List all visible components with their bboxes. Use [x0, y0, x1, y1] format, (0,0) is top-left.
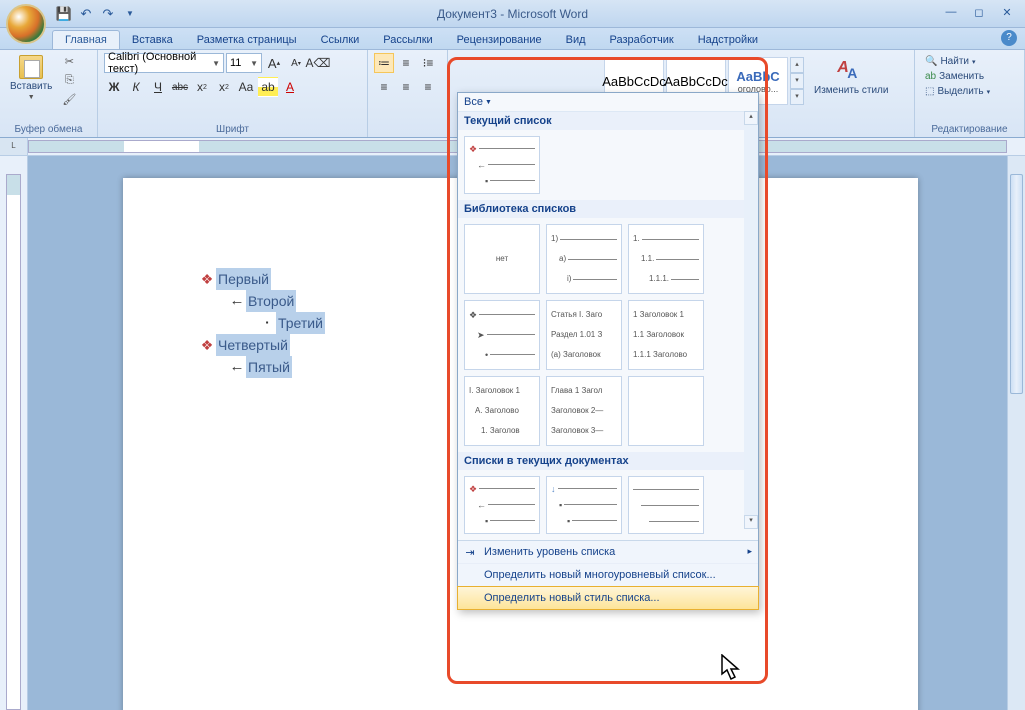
replace-button[interactable]: abЗаменить	[921, 70, 1018, 83]
grow-font-icon[interactable]: A▴	[264, 53, 284, 73]
font-size-combo[interactable]: 11▼	[226, 53, 262, 73]
shrink-font-icon[interactable]: A▾	[286, 53, 306, 73]
format-painter-icon[interactable]: 🖌	[60, 93, 78, 109]
strike-button[interactable]: abc	[170, 77, 190, 97]
indent-icon: ⇥	[462, 546, 478, 559]
list-thumb[interactable]	[628, 476, 704, 534]
group-editing: 🔍Найти ▾ abЗаменить ⬚Выделить ▾ Редактир…	[915, 50, 1025, 137]
window-title: Документ3 - Microsoft Word	[437, 7, 588, 21]
find-icon: 🔍	[925, 56, 937, 67]
ribbon-tabs: Главная Вставка Разметка страницы Ссылки…	[0, 28, 1025, 50]
tab-references[interactable]: Ссылки	[309, 31, 372, 49]
tab-addins[interactable]: Надстройки	[686, 31, 770, 49]
list-thumb-none[interactable]: нет	[464, 224, 540, 294]
cut-icon[interactable]: ✂	[60, 55, 78, 71]
title-bar: 💾 ↶ ↷ ▼ Документ3 - Microsoft Word — ◻ ✕	[0, 0, 1025, 28]
gallery-section-current: Текущий список	[458, 112, 758, 130]
scrollbar-vertical[interactable]	[1007, 156, 1025, 710]
save-icon[interactable]: 💾	[55, 5, 73, 23]
group-font: Calibri (Основной текст)▼ 11▼ A▴ A▾ A⌫ Ж…	[98, 50, 368, 137]
gallery-filter-all[interactable]: Все▼	[458, 93, 758, 112]
gallery-scrollbar[interactable]: ▴▾	[744, 111, 758, 529]
tab-view[interactable]: Вид	[554, 31, 598, 49]
select-button[interactable]: ⬚Выделить ▾	[921, 85, 1018, 98]
align-left-icon[interactable]: ≡	[374, 77, 394, 97]
ruler-vertical[interactable]	[0, 156, 28, 710]
list-thumb[interactable]: 1 Заголовок 1 1.1 Заголовок 1.1.1 Заголо…	[628, 300, 704, 370]
help-icon[interactable]: ?	[1001, 30, 1017, 46]
tab-mailings[interactable]: Рассылки	[371, 31, 444, 49]
highlight-icon[interactable]: ab	[258, 77, 278, 97]
multilevel-list-gallery: Все▼ Текущий список ❖ ← ▪ Библиотека спи…	[457, 92, 759, 610]
gallery-section-recent: Списки в текущих документах	[458, 452, 758, 470]
group-paragraph: ≔ ≡ ⁝≡ ≡ ≡ ≡	[368, 50, 448, 137]
multilevel-icon[interactable]: ⁝≡	[418, 53, 438, 73]
list-thumb-current[interactable]: ❖ ← ▪	[464, 136, 540, 194]
list-thumb[interactable]: Глава 1 Загол Заголовок 2— Заголовок 3—	[546, 376, 622, 446]
list-thumb[interactable]: 1. 1.1. 1.1.1.	[628, 224, 704, 294]
list-thumb[interactable]: ↓ ▪ ▪	[546, 476, 622, 534]
menu-define-style[interactable]: Определить новый стиль списка...	[457, 586, 759, 610]
font-name-combo[interactable]: Calibri (Основной текст)▼	[104, 53, 224, 73]
superscript-icon[interactable]: x2	[214, 77, 234, 97]
redo-icon[interactable]: ↷	[99, 5, 117, 23]
tab-layout[interactable]: Разметка страницы	[185, 31, 309, 49]
copy-icon[interactable]: ⎘	[60, 74, 78, 90]
tab-review[interactable]: Рецензирование	[445, 31, 554, 49]
tab-developer[interactable]: Разработчик	[598, 31, 686, 49]
undo-icon[interactable]: ↶	[77, 5, 95, 23]
qat-dropdown-icon[interactable]: ▼	[121, 5, 139, 23]
quick-access-toolbar: 💾 ↶ ↷ ▼	[55, 5, 139, 23]
change-styles-button[interactable]: Изменить стили	[810, 57, 892, 98]
list-thumb[interactable]: ❖ ← ▪	[464, 476, 540, 534]
paste-icon	[19, 55, 43, 79]
subscript-icon[interactable]: x2	[192, 77, 212, 97]
bullets-icon[interactable]: ≔	[374, 53, 394, 73]
tab-insert[interactable]: Вставка	[120, 31, 185, 49]
office-button[interactable]	[6, 4, 46, 44]
close-button[interactable]: ✕	[997, 6, 1017, 22]
tab-home[interactable]: Главная	[52, 30, 120, 49]
styles-scroll[interactable]: ▴▾▾	[790, 57, 804, 105]
bold-button[interactable]: Ж	[104, 77, 124, 97]
menu-define-list[interactable]: Определить новый многоуровневый список..…	[458, 564, 758, 587]
align-center-icon[interactable]: ≡	[396, 77, 416, 97]
ruler-corner: L	[0, 138, 28, 155]
list-thumb[interactable]: ❖ ➤ •	[464, 300, 540, 370]
list-thumb[interactable]: 1) a) i)	[546, 224, 622, 294]
maximize-button[interactable]: ◻	[969, 6, 989, 22]
clear-format-icon[interactable]: A⌫	[308, 53, 328, 73]
list-thumb[interactable]: I. Заголовок 1 A. Заголово 1. Заголов	[464, 376, 540, 446]
list-thumb-empty[interactable]	[628, 376, 704, 446]
select-icon: ⬚	[925, 86, 934, 97]
minimize-button[interactable]: —	[941, 6, 961, 22]
list-thumb[interactable]: Статья I. Заго Раздел 1.01 З (a) Заголов…	[546, 300, 622, 370]
replace-icon: ab	[925, 71, 936, 82]
change-case-icon[interactable]: Aa	[236, 77, 256, 97]
find-button[interactable]: 🔍Найти ▾	[921, 55, 1018, 68]
underline-button[interactable]: Ч	[148, 77, 168, 97]
align-right-icon[interactable]: ≡	[418, 77, 438, 97]
font-color-icon[interactable]: A	[280, 77, 300, 97]
menu-change-level[interactable]: ⇥Изменить уровень списка▸	[458, 541, 758, 564]
gallery-section-library: Библиотека списков	[458, 200, 758, 218]
group-clipboard: Вставить ▼ ✂ ⎘ 🖌 Буфер обмена	[0, 50, 98, 137]
italic-button[interactable]: К	[126, 77, 146, 97]
numbering-icon[interactable]: ≡	[396, 53, 416, 73]
change-styles-icon	[837, 59, 865, 83]
